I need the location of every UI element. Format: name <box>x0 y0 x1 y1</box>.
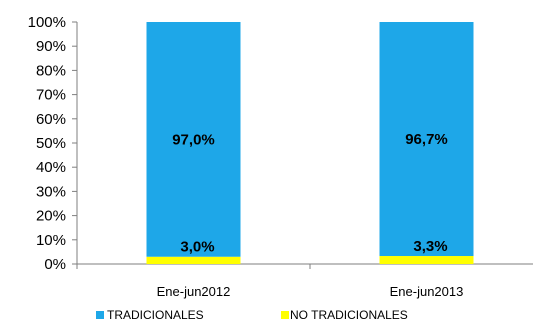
y-tick-label: 30% <box>36 183 66 200</box>
bar-segment <box>379 256 474 264</box>
y-tick-label: 50% <box>36 135 66 152</box>
y-axis: 0% 10% 20% 30% 40% 50% 60% 70% 80% 90% 100% <box>28 14 78 273</box>
legend: TRADICIONALES NO TRADICIONALES <box>96 308 408 322</box>
data-label: 3,3% <box>413 238 447 255</box>
data-label: 3,0% <box>180 239 214 256</box>
legend-label: TRADICIONALES <box>107 308 204 322</box>
bar-segment <box>379 22 474 257</box>
legend-swatch <box>281 311 289 319</box>
legend-swatch <box>96 311 104 319</box>
y-tick-label: 20% <box>36 208 66 225</box>
y-tick-label: 80% <box>36 62 66 79</box>
y-tick-label: 60% <box>36 111 66 128</box>
y-tick-label: 0% <box>44 256 66 273</box>
y-tick-label: 90% <box>36 38 66 55</box>
x-category-label: Ene-jun2012 <box>157 284 231 299</box>
y-tick-label: 40% <box>36 159 66 176</box>
bars <box>146 22 474 264</box>
data-label: 97,0% <box>172 131 215 148</box>
bar-segment <box>146 22 241 257</box>
bar-segment <box>146 256 241 264</box>
legend-label: NO TRADICIONALES <box>290 308 408 322</box>
x-category-label: Ene-jun2013 <box>390 284 464 299</box>
data-label: 96,7% <box>405 131 448 148</box>
x-axis: Ene-jun2012 Ene-jun2013 <box>76 263 533 299</box>
y-tick-label: 70% <box>36 87 66 104</box>
y-tick-label: 10% <box>36 232 66 249</box>
data-labels: 3,0% 97,0% 3,3% 96,7% <box>172 131 448 256</box>
y-tick-label: 100% <box>28 14 66 31</box>
